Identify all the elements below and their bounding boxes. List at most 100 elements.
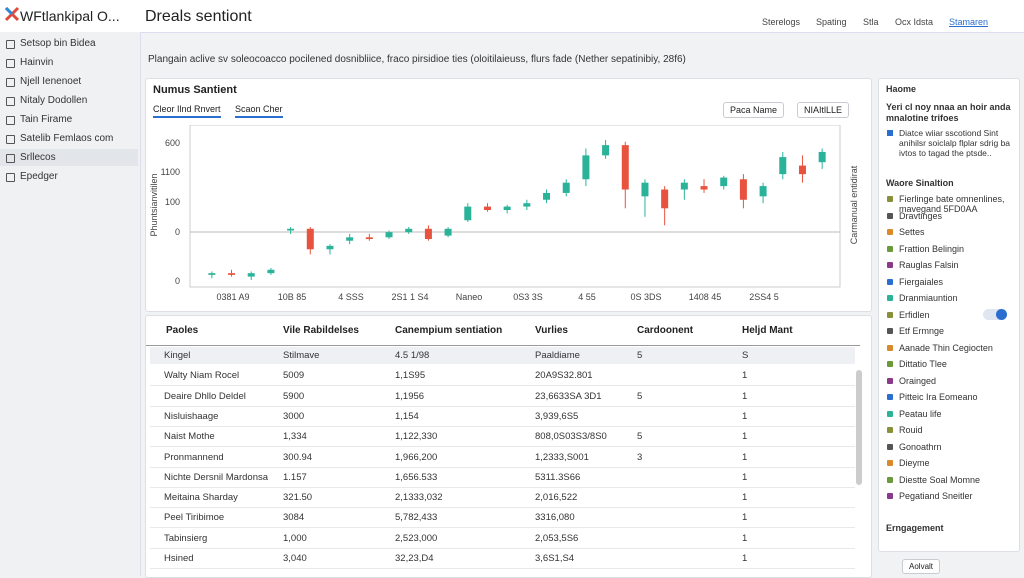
y-tick-label: 600 <box>165 138 180 148</box>
list-icon <box>887 427 893 433</box>
tab[interactable]: Scaon Cher <box>235 104 283 118</box>
sidebar-icon <box>6 173 15 182</box>
table-cell: 3 <box>637 451 643 463</box>
table-header[interactable]: Paoles <box>166 325 199 336</box>
sidebar-item[interactable]: Srllecos <box>20 152 56 163</box>
sidebar-item[interactable]: Tain Firame <box>20 114 73 125</box>
list-item[interactable]: Frattion Belingin <box>899 243 965 254</box>
table-cell: 1 <box>742 451 748 463</box>
table-cell: Hsined <box>164 553 194 564</box>
list-item[interactable]: Pegatiand Sneitler <box>899 491 973 501</box>
y-tick-label: 1100 <box>161 167 180 177</box>
sidebar-icon <box>6 116 15 125</box>
tab[interactable]: Cleor Ilnd Rnvert <box>153 104 221 118</box>
list-item[interactable]: Gonoathrn <box>899 441 942 452</box>
table-cell: 1,656.533 <box>395 471 438 483</box>
list-item[interactable]: Fierlinge bate omnenlines, mavegand 5FD0… <box>899 194 1005 214</box>
sidebar-item[interactable]: Hainvin <box>20 57 54 68</box>
sidebar-icon <box>6 154 15 163</box>
sidebar-icon <box>6 135 15 144</box>
checkbox[interactable] <box>887 130 893 136</box>
list-item[interactable]: Peatau life <box>899 408 942 419</box>
candle-body <box>228 273 236 275</box>
list-icon <box>887 377 893 384</box>
nav-link[interactable]: Spating <box>816 17 847 27</box>
x-tick-label: 2SS4 5 <box>749 292 779 302</box>
list-item[interactable]: Settes <box>899 227 925 237</box>
sidebar-item[interactable]: Nitaly Dodollen <box>20 95 88 106</box>
table-cell: Stilmave <box>283 350 320 361</box>
table-header[interactable]: Heljd Mant <box>742 325 793 336</box>
row-rule <box>150 385 855 387</box>
list-item[interactable]: Aanade Thin Cegiocten <box>899 342 993 353</box>
candle-body <box>405 228 413 233</box>
toggle[interactable] <box>983 309 1007 320</box>
candle-body <box>582 155 590 180</box>
table-header[interactable]: Vurlies <box>535 325 568 336</box>
right-button[interactable]: Aolvalt <box>902 559 941 574</box>
table-cell: 1 <box>742 431 748 443</box>
y-axis-label: Phuntsianvitilen <box>149 173 159 236</box>
nav-link[interactable]: Sterelogs <box>762 17 801 27</box>
scrollbar[interactable] <box>856 370 862 485</box>
chart-button[interactable]: NIAItlLLE <box>797 102 850 118</box>
nav-link[interactable]: Stamaren <box>949 17 989 27</box>
candle-body <box>267 269 275 274</box>
candle-body <box>621 145 629 190</box>
list-icon <box>887 278 893 285</box>
table-cell: 1 <box>742 512 748 524</box>
table-header[interactable]: Canempium sentiation <box>395 325 503 336</box>
table-cell: 1,000 <box>283 532 307 544</box>
chart-button[interactable]: Paca Name <box>723 102 785 118</box>
list-item[interactable]: Rouid <box>899 425 923 435</box>
x-tick-label: 10B 85 <box>278 292 307 302</box>
nav-link[interactable]: Stla <box>863 17 879 27</box>
list-item[interactable]: Pitteic Ira Eomeano <box>899 392 978 402</box>
row-rule <box>150 547 855 549</box>
table-cell: 2,523,000 <box>395 532 438 544</box>
table-cell: Kingel <box>164 350 191 361</box>
table-cell: 5 <box>637 431 643 443</box>
list-item[interactable]: Orainged <box>899 375 937 386</box>
table-cell: 1 <box>742 390 748 402</box>
table-cell: 1,1956 <box>395 390 425 402</box>
table-cell: 1 <box>742 471 748 483</box>
list-item[interactable]: Dittatio Tlee <box>899 359 947 369</box>
candle-body <box>562 182 570 193</box>
list-item[interactable]: Dranmiauntion <box>899 293 958 303</box>
sidebar-item[interactable]: Setsop bin Bidea <box>20 38 96 49</box>
x-tick-label: 4 SSS <box>338 292 364 302</box>
right-intro: Yeri cl noy nnaa an hoir anda mnalotine … <box>886 102 1011 123</box>
table-header[interactable]: Vile Rabildelses <box>283 325 359 336</box>
list-icon <box>887 196 893 202</box>
table-cell: 1,966,200 <box>395 451 438 463</box>
list-item[interactable]: Fiergaiales <box>899 276 944 287</box>
list-item[interactable]: Dieyme <box>899 458 930 468</box>
table-cell: 300.94 <box>283 451 313 463</box>
row-rule <box>150 507 855 509</box>
table-cell: 1 <box>742 492 748 504</box>
sidebar-item[interactable]: Njell Ienenoet <box>20 76 82 87</box>
list-item[interactable]: Diestte Soal Momne <box>899 474 981 485</box>
sidebar-icon <box>6 59 15 68</box>
list-item[interactable]: Rauglas Falsin <box>899 260 959 270</box>
list-item[interactable]: Etf Ermnge <box>899 326 945 336</box>
nav-link[interactable]: Ocx Idsta <box>895 17 934 27</box>
list-item[interactable]: Erfidlen <box>899 309 930 320</box>
sidebar-icon <box>6 40 15 49</box>
table-cell: Tabinsierg <box>164 532 208 544</box>
logo-icon <box>4 6 20 22</box>
table-cell: 1 <box>742 532 748 544</box>
candle-body <box>306 228 314 250</box>
sidebar-item[interactable]: Epedger <box>20 171 58 182</box>
candle-body <box>208 273 216 275</box>
table-header[interactable]: Cardoonent <box>637 325 694 336</box>
table-cell: 3,040 <box>283 553 307 564</box>
list-item[interactable]: Dravtinges <box>899 210 943 221</box>
table-cell: 20A9S32.801 <box>535 370 593 382</box>
list-icon <box>887 361 893 367</box>
table-cell: Walty Niam Rocel <box>164 370 240 382</box>
table-cell: 3000 <box>283 410 305 422</box>
sidebar-item[interactable]: Satelib Femlaos com <box>20 133 114 144</box>
table-cell: 3084 <box>283 512 305 524</box>
